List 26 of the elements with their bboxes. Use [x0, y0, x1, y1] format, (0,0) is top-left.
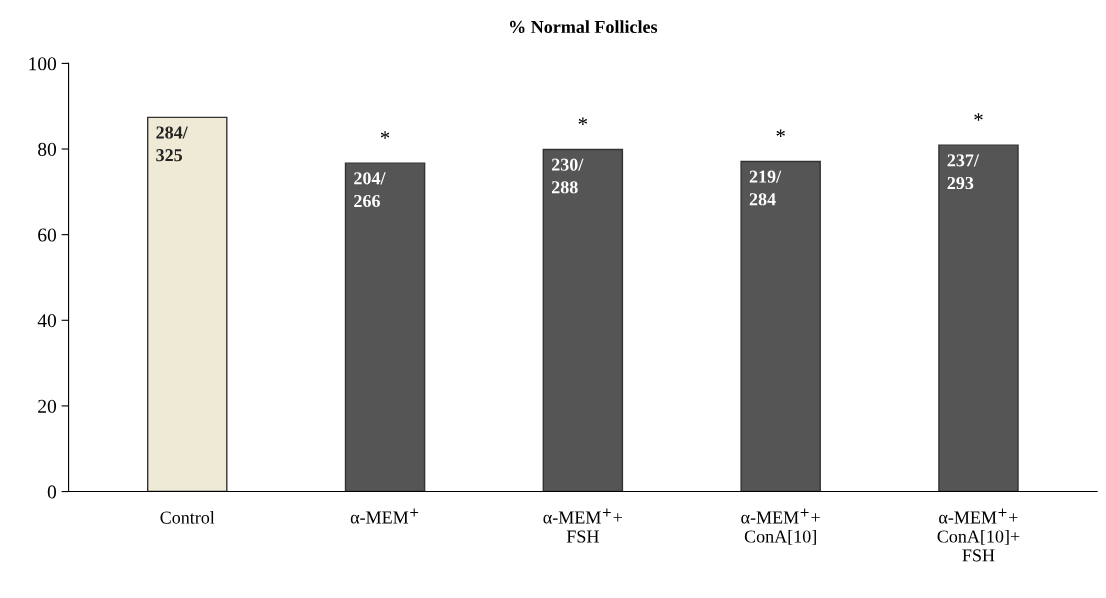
- x-tick-label: α-MEM$^{+}$+ ConA[10]: [741, 508, 820, 545]
- y-tick-label: 60: [38, 228, 57, 242]
- annotation: *: [380, 131, 390, 139]
- annotation: *: [578, 117, 588, 126]
- x-tick-label: α-MEM$^{+}$+ FSH: [543, 508, 622, 543]
- y-tick-label: 0: [47, 485, 57, 499]
- y-tick-label: 100: [29, 57, 57, 71]
- x-tick-label: α-MEM$^{+}$+ ConA[10]+ FSH: [937, 508, 1020, 562]
- bar: [146, 116, 228, 492]
- data-label: 237/ 293: [947, 154, 980, 190]
- y-tick-label: 20: [38, 399, 57, 413]
- x-tick-label: α-MEM$^{+}$: [350, 508, 419, 524]
- bar: [938, 144, 1019, 492]
- chart-title: % Normal Follicles: [510, 20, 658, 34]
- bar: [344, 162, 426, 492]
- annotation: *: [776, 129, 785, 138]
- y-tick-label: 80: [38, 142, 57, 156]
- bar: [740, 160, 821, 492]
- data-label: 284/ 325: [156, 126, 188, 162]
- bar: [542, 148, 624, 492]
- data-label: 230/ 288: [551, 158, 584, 194]
- data-label: 219/ 284: [749, 170, 782, 206]
- y-tick-label: 40: [37, 314, 57, 328]
- annotation: *: [974, 113, 983, 121]
- data-label: 204/ 266: [354, 172, 386, 208]
- x-tick-label: Control: [160, 511, 215, 524]
